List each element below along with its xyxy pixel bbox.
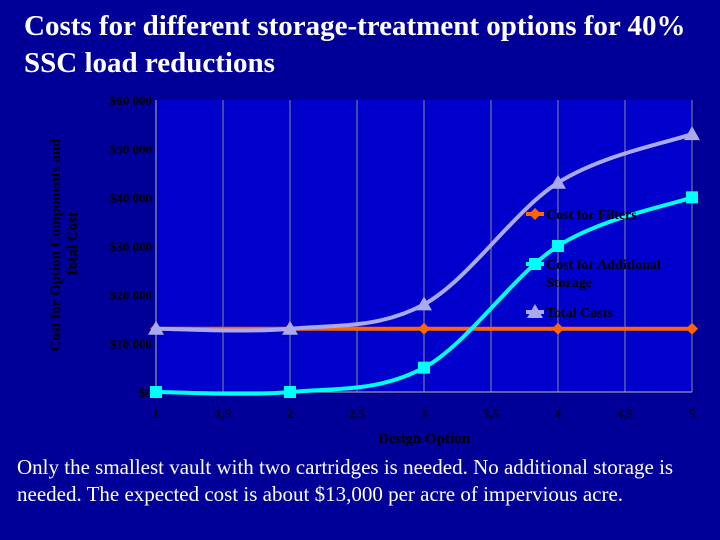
data-series [148,126,700,398]
legend-marker [527,304,543,318]
data-point [416,296,432,311]
y-axis-label-line: Total Cost [65,212,81,278]
y-tick-label: $0 [139,385,152,400]
x-tick-label: 2 [287,406,294,421]
x-tick-label: 4 [555,406,562,421]
x-tick-label: 5 [689,406,696,421]
data-point [684,126,700,141]
slide-title: Costs for different storage-treatment op… [24,10,686,79]
data-point [550,174,566,189]
x-tick-label: 4,5 [617,406,634,421]
y-tick-label: $10 000 [110,336,152,351]
x-tick-label: 2,5 [349,406,366,421]
data-point [686,191,698,204]
legend-label-line: Storage [546,276,592,291]
legend-label-line: Total Costs [546,306,613,321]
y-tick-label: $40 000 [110,190,152,205]
legend: Cost for Filters Cost for Additional Stora… [526,208,661,321]
y-axis-label: Cost for Option Components andTotal Cost [48,138,81,352]
data-point [418,322,430,335]
legend-label-line: Cost for Filters [546,208,637,223]
legend-marker [529,258,541,270]
y-tick-label: $50 000 [110,142,152,157]
legend-label-line: Cost for Additional [546,258,661,273]
data-point [552,322,564,335]
data-point [552,240,564,252]
data-point [686,322,698,335]
y-tick-label: $20 000 [110,288,152,303]
data-point [148,320,164,335]
y-tick-label: $30 000 [110,239,152,254]
legend-label: Cost for Filters [546,208,637,223]
x-axis-label: Design Option [378,431,471,447]
data-point [150,386,162,398]
x-tick-label: 1,5 [215,406,232,421]
data-point [284,386,296,398]
data-point [282,320,298,335]
series-line-3 [155,132,693,333]
x-tick-label: 3,5 [483,406,500,421]
legend-marker [529,208,541,220]
y-tick-label: $60 000 [110,93,152,108]
tick-labels: $0 $10 000 $20 000 $30 000 $40 000 $50 000 $60… [110,93,696,421]
x-tick-label: 3 [421,406,428,421]
legend-label: Cost for Additional Storage [546,258,661,291]
legend-label: Total Costs [546,306,613,321]
data-point [418,361,430,374]
y-axis-label-line: Cost for Option Components and [48,138,64,352]
x-tick-label: 1 [153,406,160,421]
caption: Only the smallest vault with two cartrid… [17,455,674,506]
